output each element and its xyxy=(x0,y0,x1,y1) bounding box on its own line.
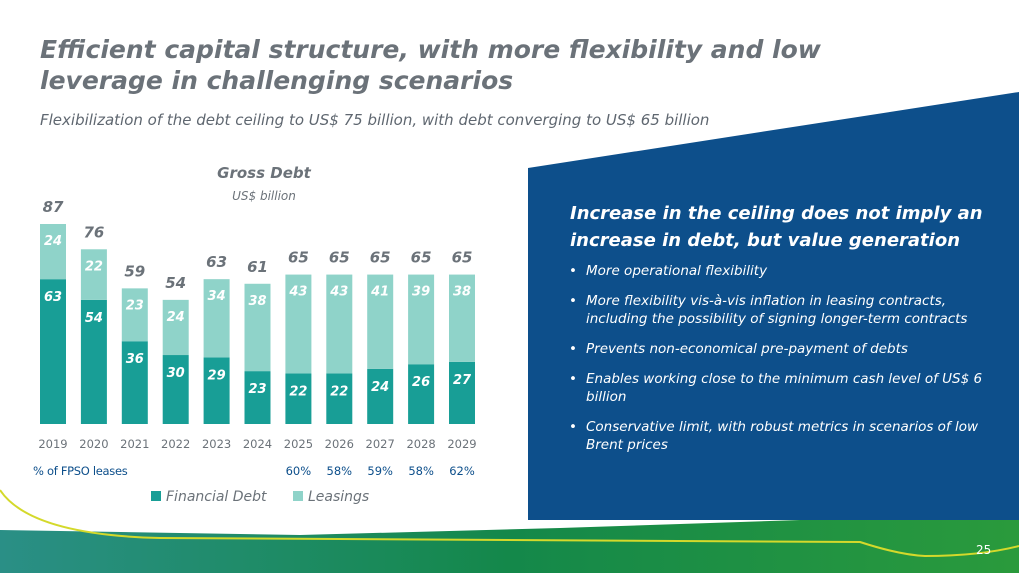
financial-debt-value-label: 22 xyxy=(289,384,307,399)
leasings-bar xyxy=(121,288,148,342)
financial-debt-bar xyxy=(449,361,475,424)
chart-subtitle: US$ billion xyxy=(232,189,296,203)
financial-debt-bar xyxy=(326,373,353,424)
year-tick-label: 2025 xyxy=(284,437,313,451)
fpso-percent-label: 59% xyxy=(367,464,393,478)
leasings-value-label: 38 xyxy=(248,294,266,309)
financial-debt-value-label: 27 xyxy=(453,373,472,388)
financial-debt-value-label: 29 xyxy=(208,368,226,383)
year-tick-label: 2021 xyxy=(120,437,149,451)
leasings-value-label: 24 xyxy=(167,310,185,325)
leasings-bar xyxy=(203,279,230,358)
total-value-label: 65 xyxy=(411,249,432,267)
total-value-label: 65 xyxy=(329,249,350,267)
leasings-value-label: 23 xyxy=(126,298,144,313)
gross-debt-chart: Gross Debt US$ billion 63 24 87 2019 54 22 76 2… xyxy=(33,164,477,505)
fpso-row-label: % of FPSO leases xyxy=(33,464,128,478)
financial-debt-bar xyxy=(285,373,312,424)
legend-leasings-label: Leasings xyxy=(308,489,369,505)
legend-leasings-swatch xyxy=(293,491,303,501)
leasings-bar xyxy=(408,274,435,365)
panel-bullet: Conservative limit, with robust metrics … xyxy=(567,418,987,454)
total-value-label: 76 xyxy=(83,223,104,241)
leasings-bar xyxy=(449,274,475,362)
leasings-bar xyxy=(244,283,271,372)
total-value-label: 63 xyxy=(206,253,227,271)
year-tick-label: 2020 xyxy=(79,437,108,451)
total-value-label: 65 xyxy=(452,249,473,267)
financial-debt-bar xyxy=(121,341,148,424)
panel-bullet-list: More operational flexibility More flexib… xyxy=(567,262,987,466)
financial-debt-bar xyxy=(244,371,271,424)
financial-debt-bar xyxy=(40,279,66,424)
panel-bullet: Enables working close to the minimum cas… xyxy=(567,370,987,406)
financial-debt-bar xyxy=(367,368,394,424)
panel-bullet: Prevents non-economical pre-payment of d… xyxy=(567,340,987,358)
year-tick-label: 2023 xyxy=(202,437,231,451)
leasings-bar xyxy=(80,249,107,300)
financial-debt-bar xyxy=(203,357,230,424)
slide-title: Efficient capital structure, with more f… xyxy=(40,35,821,95)
total-value-label: 65 xyxy=(288,249,309,267)
financial-debt-value-label: 24 xyxy=(371,380,389,395)
fpso-percent-label: 58% xyxy=(327,464,353,478)
panel-bullet: More flexibility vis-à-vis inflation in … xyxy=(567,292,987,328)
year-tick-label: 2024 xyxy=(243,437,272,451)
leasings-value-label: 41 xyxy=(370,285,389,300)
fpso-percent-label: 60% xyxy=(286,464,312,478)
financial-debt-value-label: 23 xyxy=(248,382,266,397)
total-value-label: 54 xyxy=(165,274,186,292)
financial-debt-bar xyxy=(162,355,189,424)
total-value-label: 59 xyxy=(124,262,145,280)
leasings-bar xyxy=(40,224,66,280)
total-value-label: 87 xyxy=(43,198,64,216)
year-tick-label: 2028 xyxy=(406,437,435,451)
financial-debt-value-label: 26 xyxy=(412,375,430,390)
leasings-value-label: 24 xyxy=(44,234,62,249)
leasings-bar xyxy=(367,274,394,369)
fpso-percent-label: 58% xyxy=(408,464,434,478)
leasings-value-label: 22 xyxy=(85,259,103,274)
financial-debt-value-label: 22 xyxy=(330,384,348,399)
leasings-value-label: 34 xyxy=(208,289,226,304)
leasings-value-label: 43 xyxy=(288,285,307,300)
panel-heading: Increase in the ceiling does not imply a… xyxy=(570,203,983,251)
leasings-bar xyxy=(285,274,312,374)
financial-debt-value-label: 36 xyxy=(126,352,144,367)
year-tick-label: 2026 xyxy=(325,437,354,451)
financial-debt-value-label: 54 xyxy=(85,311,103,326)
year-tick-label: 2019 xyxy=(38,437,67,451)
legend-financial-debt-label: Financial Debt xyxy=(166,489,267,505)
chart-title: Gross Debt xyxy=(217,164,311,182)
panel-bullet: More operational flexibility xyxy=(567,262,987,280)
year-tick-label: 2027 xyxy=(366,437,395,451)
year-tick-label: 2029 xyxy=(447,437,476,451)
total-value-label: 61 xyxy=(247,258,268,276)
legend-financial-debt-swatch xyxy=(151,491,161,501)
leasings-value-label: 38 xyxy=(453,285,471,300)
financial-debt-bar xyxy=(80,299,107,424)
leasings-bar xyxy=(162,299,189,356)
page-number: 25 xyxy=(976,543,992,557)
slide-subtitle: Flexibilization of the debt ceiling to U… xyxy=(40,111,710,129)
total-value-label: 65 xyxy=(370,249,391,267)
fpso-percent-label: 62% xyxy=(449,464,475,478)
leasings-value-label: 43 xyxy=(329,285,348,300)
year-tick-label: 2022 xyxy=(161,437,190,451)
financial-debt-bar xyxy=(408,364,435,424)
leasings-bar xyxy=(326,274,353,374)
financial-debt-value-label: 63 xyxy=(44,290,62,305)
financial-debt-value-label: 30 xyxy=(167,366,185,381)
leasings-value-label: 39 xyxy=(412,285,430,300)
